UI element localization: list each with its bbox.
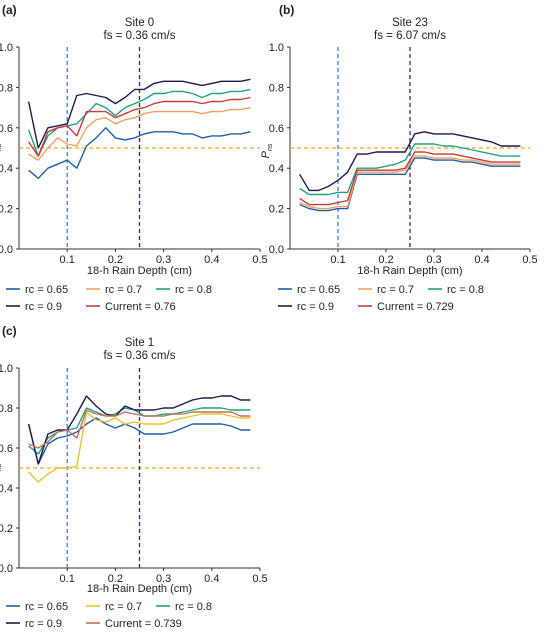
chart-subtitle: fs = 6.07 cm/s xyxy=(374,30,446,42)
panel-label: (b) xyxy=(279,3,294,17)
y-tick-label: 1.0 xyxy=(0,42,13,54)
x-tick-label: 0.1 xyxy=(60,573,75,585)
series-line-4 xyxy=(299,151,521,206)
x-tick-label: 0.4 xyxy=(204,254,219,266)
x-axis-label: 18-h Rain Depth (cm) xyxy=(87,583,192,595)
series-line-3 xyxy=(298,131,521,192)
y-tick-label: 0.4 xyxy=(0,483,13,495)
x-tick-label: 0.5 xyxy=(252,254,267,266)
y-tick-label: 0.0 xyxy=(0,244,13,256)
panel-label: (a) xyxy=(2,3,17,17)
legend-label: rc = 0.65 xyxy=(25,284,68,296)
y-tick-label: 1.0 xyxy=(269,42,284,54)
x-tick-label: 0.1 xyxy=(330,254,345,266)
y-tick-label: 0.6 xyxy=(269,123,284,135)
chart-panel-0: (a) Site 0fs = 0.36 cm/s 0.0 0.2 0.4 0.6 0.8 1.… xyxy=(0,3,268,313)
y-tick-label: 0.6 xyxy=(0,443,13,455)
series-line-3 xyxy=(27,78,251,149)
x-tick-label: 0.3 xyxy=(426,254,441,266)
x-tick-label: 0.4 xyxy=(474,254,489,266)
x-tick-label: 0.2 xyxy=(108,573,123,585)
legend-label: rc = 0.8 xyxy=(175,601,212,613)
x-tick-label: 0.1 xyxy=(60,254,75,266)
legend-label: rc = 0.9 xyxy=(25,301,62,313)
series-line-4 xyxy=(28,96,251,157)
x-tick-label: 0.5 xyxy=(252,573,267,585)
x-tick-label: 0.2 xyxy=(378,254,393,266)
legend-label: rc = 0.65 xyxy=(25,601,68,613)
y-axis-label: Pns xyxy=(260,143,274,158)
legend-label: rc = 0.9 xyxy=(25,618,62,630)
legend-label: rc = 0.7 xyxy=(105,284,142,296)
y-tick-label: 0.8 xyxy=(0,82,13,94)
y-tick-label: 0.6 xyxy=(0,123,13,135)
y-tick-label: 0.2 xyxy=(0,204,13,216)
y-axis-label: Pns xyxy=(0,463,3,478)
series-line-1 xyxy=(28,411,251,483)
x-tick-label: 0.3 xyxy=(156,254,171,266)
y-tick-label: 0.2 xyxy=(0,523,13,535)
x-axis-label: 18-h Rain Depth (cm) xyxy=(357,265,462,277)
legend-label: rc = 0.9 xyxy=(297,301,334,313)
legend-label: rc = 0.7 xyxy=(377,284,414,296)
y-tick-label: 0.4 xyxy=(0,163,13,175)
panel-label: (c) xyxy=(2,324,17,338)
series-line-0 xyxy=(28,127,251,180)
series-line-1 xyxy=(299,155,521,210)
series-line-1 xyxy=(28,106,251,161)
legend-label: rc = 0.8 xyxy=(175,284,212,296)
chart-title: Site 0 xyxy=(125,17,154,29)
chart-subtitle: fs = 0.36 cm/s xyxy=(104,30,176,42)
legend-label: rc = 0.8 xyxy=(447,284,484,296)
legend-label: rc = 0.65 xyxy=(297,284,340,296)
legend-label: rc = 0.7 xyxy=(105,601,142,613)
x-tick-label: 0.4 xyxy=(204,573,219,585)
y-tick-label: 0.4 xyxy=(269,163,284,175)
chart-title: Site 1 xyxy=(125,337,154,349)
y-tick-label: 0.0 xyxy=(269,244,284,256)
chart-panel-2: (c) Site 1fs = 0.36 cm/s 0.0 0.2 0.4 0.6 0.8 1.… xyxy=(0,324,268,630)
legend-label: Current = 0.739 xyxy=(105,618,182,630)
y-tick-label: 0.8 xyxy=(269,82,284,94)
legend-label: Current = 0.729 xyxy=(377,301,454,313)
x-tick-label: 0.2 xyxy=(108,254,123,266)
y-tick-label: 0.0 xyxy=(0,563,13,575)
series-line-4 xyxy=(28,409,251,449)
series-line-2 xyxy=(299,143,521,196)
x-axis-label: 18-h Rain Depth (cm) xyxy=(87,265,192,277)
legend-label: Current = 0.76 xyxy=(105,301,176,313)
x-tick-label: 0.5 xyxy=(522,254,537,266)
series-line-0 xyxy=(299,157,521,212)
x-tick-label: 0.3 xyxy=(156,573,171,585)
y-tick-label: 0.8 xyxy=(0,403,13,415)
series-line-0 xyxy=(27,417,251,465)
chart-subtitle: fs = 0.36 cm/s xyxy=(104,350,176,362)
chart-title: Site 23 xyxy=(392,17,428,29)
y-axis-label: Pns xyxy=(0,143,3,158)
y-tick-label: 0.2 xyxy=(269,204,284,216)
y-tick-label: 1.0 xyxy=(0,363,13,375)
